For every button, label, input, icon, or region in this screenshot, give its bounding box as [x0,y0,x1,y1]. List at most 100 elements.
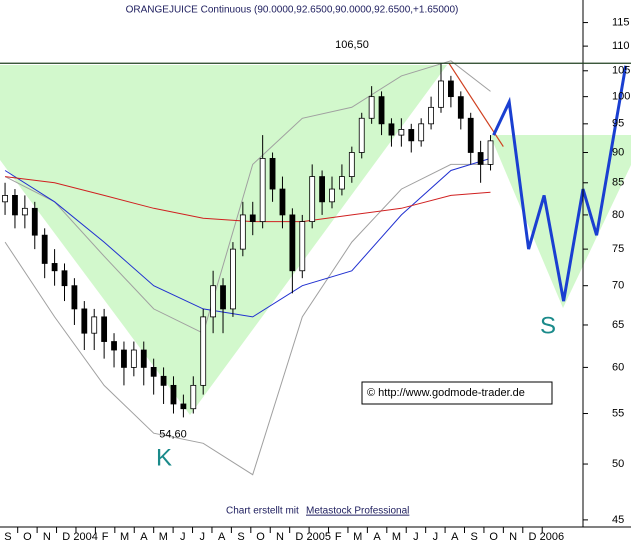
overlay-line [4,157,491,318]
copyright-box [361,381,553,405]
candle-body [447,80,454,98]
x-tick-label: J [180,531,186,543]
footer-link[interactable]: Metastock Professional [306,506,409,517]
y-tick-label: 80 [612,209,624,221]
y-tick-label: 105 [612,65,630,77]
x-tick-label: 2005 [307,531,331,543]
candle-body [190,384,197,410]
candle-body [309,176,316,222]
candle-body [91,316,98,334]
x-tick-label: J [413,531,419,543]
candle-body [2,195,8,203]
x-tick-label: F [335,531,342,543]
pattern-label: S [540,312,556,339]
candle-body [289,214,296,272]
x-tick-label: A [140,531,148,543]
x-tick-label: D [62,531,70,543]
candle-body [81,308,88,334]
low-label: 54,60 [159,428,187,440]
footer: Chart erstellt mit [226,506,299,517]
y-tick-label: 115 [612,16,630,28]
y-tick-label: 110 [612,40,630,52]
x-tick-label: O [256,531,265,543]
candle-body [279,188,286,216]
candle-body [378,96,385,125]
x-tick-label: A [373,531,381,543]
candle-body [230,248,236,310]
candle-body [408,129,415,142]
candle-body [269,158,276,190]
shaded-zone [0,65,447,415]
candle-body [170,384,177,405]
candle-body [259,158,266,222]
y-tick-label: 100 [612,91,630,103]
candle-body [51,263,58,272]
x-tick-label: N [43,531,51,543]
candle-body [12,195,18,216]
y-tick-label: 85 [612,177,624,189]
candle-body [358,117,365,153]
candle-body [41,234,48,264]
x-tick-label: O [489,531,498,543]
candle-body [111,341,117,351]
x-tick-label: J [433,531,439,543]
candle-body [220,285,226,310]
candle-body [140,349,147,368]
candle-body [160,375,167,386]
candle-body [339,176,345,190]
projection-line [492,65,628,302]
candle-body [61,270,68,287]
candle-body [477,152,484,165]
candle-body [438,80,444,108]
y-tick-label: 50 [612,458,624,470]
candle-body [299,221,306,272]
candle-body [388,123,395,136]
x-tick-label: S [471,531,478,543]
x-tick-label: F [102,531,109,543]
candle-body [418,123,425,142]
pattern-label: K [156,444,172,471]
x-tick-label: M [120,531,129,543]
candle-body [329,188,335,203]
x-tick-label: 2006 [540,531,564,543]
chart-title: ORANGEJUICE Continuous (90.0000,92.6500,… [126,5,459,16]
x-tick-label: D [295,531,303,543]
y-tick-label: 45 [612,514,624,526]
x-tick-label: M [159,531,168,543]
x-tick-label: N [276,531,284,543]
x-tick-label: S [237,531,244,543]
y-tick-label: 70 [612,280,624,292]
x-tick-label: 2004 [73,531,97,543]
overlay-line [4,163,491,476]
shaded-zone [490,135,631,308]
x-tick-label: A [451,531,459,543]
candle-body [239,214,246,250]
candle-body [200,316,207,386]
candle-body [21,207,28,216]
x-tick-label: M [392,531,401,543]
x-tick-label: S [4,531,11,543]
candle-body [150,367,157,377]
candle-body [121,349,127,368]
x-tick-label: N [509,531,517,543]
candle-body [130,349,137,368]
candle-body [398,129,405,136]
y-tick-label: 90 [612,146,624,158]
copyright: © http://www.godmode-trader.de [367,387,525,399]
plot [2,60,628,476]
candle-body [487,140,494,165]
candle-body [368,96,375,119]
candle-body [467,117,474,153]
overlay-line [4,60,491,334]
x-tick-label: A [218,531,226,543]
y-tick-label: 55 [612,407,624,419]
candle-body [180,403,187,410]
y-tick-label: 60 [612,361,624,373]
candle-body [457,96,464,119]
candle-body [319,176,325,203]
candle-body [71,285,78,310]
candle-body [210,285,217,318]
y-tick-label: 65 [612,319,624,331]
y-tick-label: 95 [612,118,624,130]
